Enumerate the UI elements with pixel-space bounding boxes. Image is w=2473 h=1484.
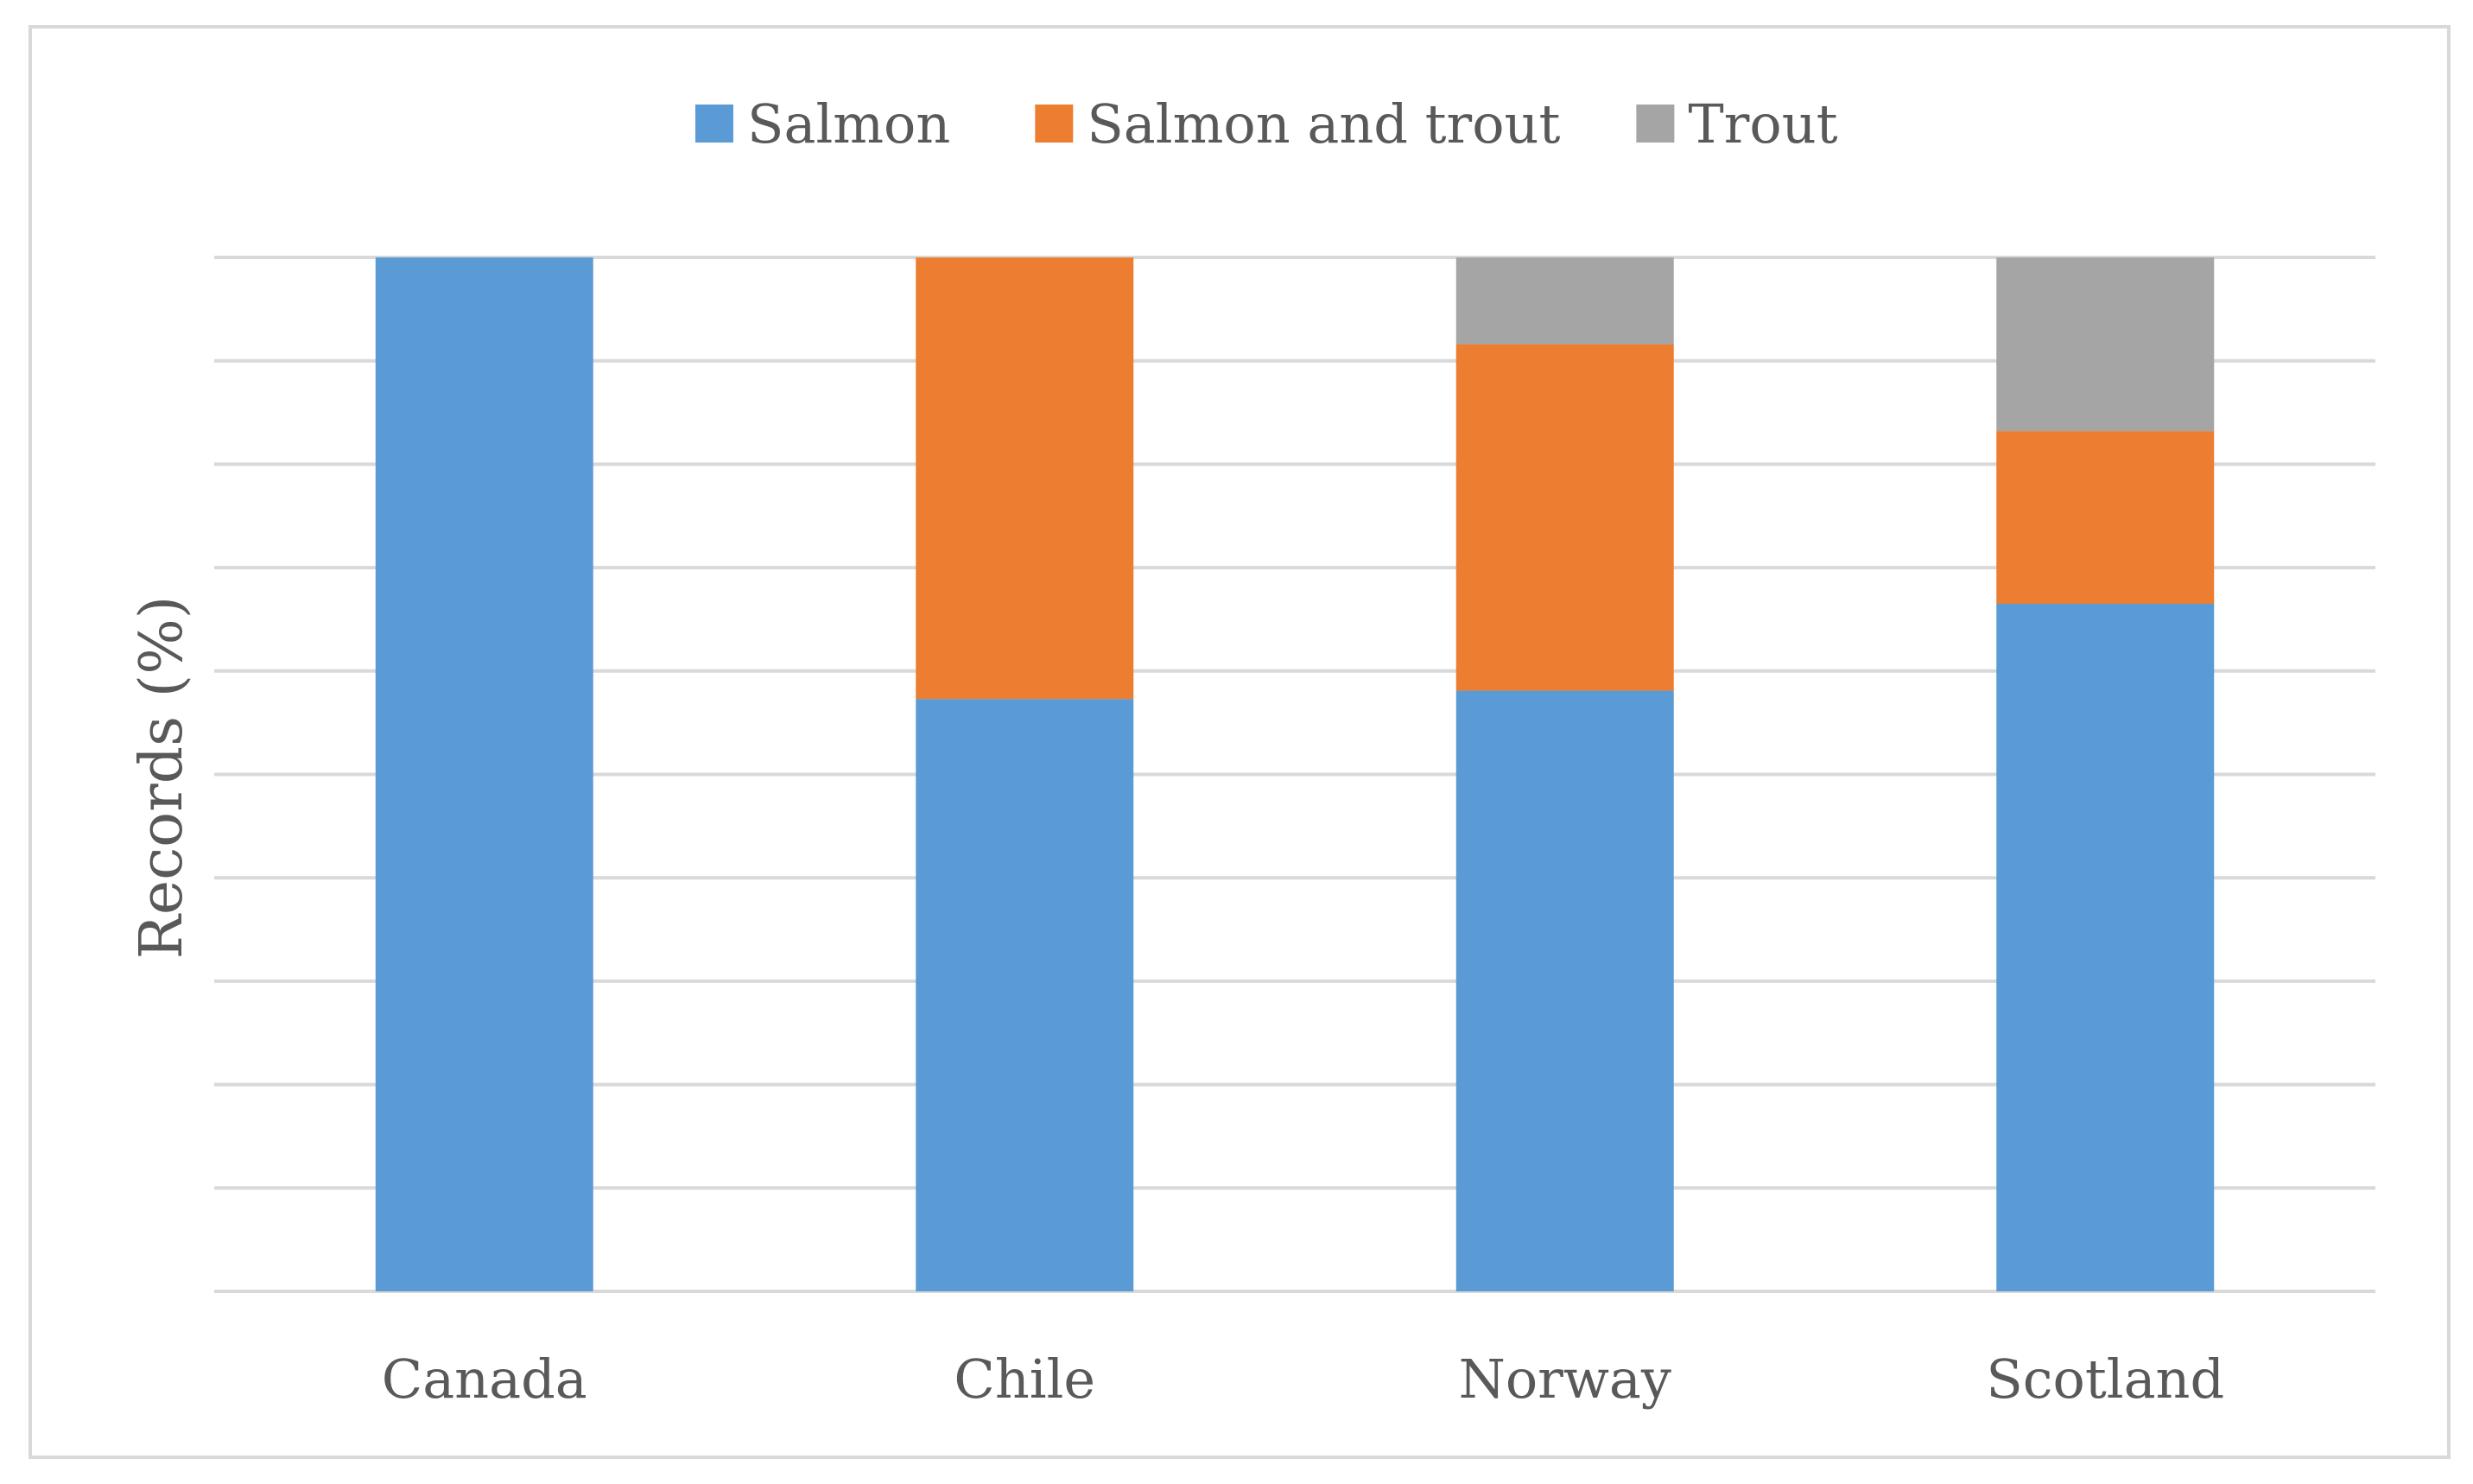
legend-swatch bbox=[695, 105, 733, 143]
legend-label: Trout bbox=[1688, 92, 1837, 155]
bar-segment-salmon-and-trout-norway bbox=[1455, 344, 1674, 691]
legend-label: Salmon and trout bbox=[1087, 92, 1560, 155]
y-axis-title: Records (%) bbox=[128, 596, 196, 960]
bar-segment-salmon-canada bbox=[375, 257, 593, 1291]
bar-segment-salmon-norway bbox=[1455, 690, 1674, 1291]
bars bbox=[375, 257, 2215, 1291]
legend-swatch bbox=[1035, 105, 1074, 143]
x-tick-label: Scotland bbox=[1986, 1348, 2224, 1411]
bar-segment-trout-scotland bbox=[1996, 257, 2215, 432]
x-tick-label: Chile bbox=[954, 1348, 1095, 1411]
bar-segment-salmon-chile bbox=[916, 699, 1134, 1291]
legend: Salmon Salmon and trout Trout bbox=[695, 92, 1838, 155]
bar-segment-salmon-and-trout-scotland bbox=[1996, 431, 2215, 604]
legend-swatch bbox=[1636, 105, 1675, 143]
bar-segment-trout-norway bbox=[1455, 257, 1674, 345]
x-tick-label: Canada bbox=[382, 1348, 587, 1411]
x-tick-label: Norway bbox=[1459, 1348, 1671, 1411]
legend-label: Salmon bbox=[747, 92, 950, 155]
bar-segment-salmon-and-trout-chile bbox=[916, 257, 1134, 700]
x-axis-ticks: Canada Chile Norway Scotland bbox=[382, 1348, 2224, 1411]
bar-segment-salmon-scotland bbox=[1996, 603, 2215, 1291]
